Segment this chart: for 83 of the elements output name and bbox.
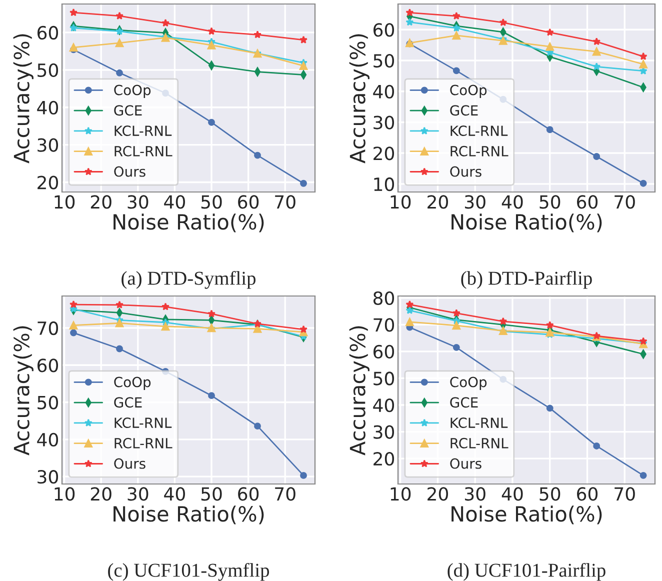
legend-label: Ours [450, 458, 482, 469]
y-tick-label: 20 [374, 452, 394, 466]
y-tick-label: 50 [38, 396, 58, 410]
legend-label: GCE [450, 397, 478, 408]
x-tick-label: 40 [502, 195, 523, 209]
y-axis-title: Accuracy(%) [13, 34, 34, 164]
x-tick-label: 50 [201, 195, 222, 209]
y-axis-title: Accuracy(%) [13, 326, 34, 456]
y-tick-label: 60 [38, 358, 58, 372]
legend-label: Ours [450, 166, 482, 177]
legend-label: GCE [114, 397, 142, 408]
x-tick-label: 30 [464, 195, 486, 209]
x-tick-label: 70 [275, 195, 296, 209]
x-tick-label: 30 [128, 487, 148, 501]
x-tick-label: 30 [128, 195, 148, 209]
y-tick-label: 10 [374, 177, 394, 192]
x-tick-label: 50 [540, 487, 560, 501]
x-axis-title: Noise Ratio(%) [114, 506, 264, 524]
y-tick-label: 50 [374, 372, 394, 386]
x-tick-label: 60 [238, 487, 259, 501]
x-tick-label: 70 [614, 487, 635, 501]
y-tick-label: 30 [38, 470, 58, 484]
y-tick-label: 30 [374, 116, 394, 130]
text: (c) UCF101-Symflip [108, 562, 270, 581]
legend-label: RCL-RNL [114, 146, 172, 156]
y-axis-title: Accuracy(%) [349, 326, 370, 456]
x-tick-label: 10 [54, 195, 75, 209]
x-tick-label: 60 [577, 487, 598, 501]
text: (d) UCF101-Pairflip [448, 562, 606, 581]
x-tick-label: 30 [464, 487, 486, 501]
x-tick-label: 20 [428, 487, 448, 501]
x-tick-label: 50 [540, 195, 560, 209]
legend-label: CoOp [450, 376, 487, 390]
y-tick-label: 50 [374, 54, 394, 68]
legend-label: KCL-RNL [450, 126, 508, 136]
legend-label: RCL-RNL [450, 438, 508, 448]
x-tick-label: 60 [238, 195, 259, 209]
legend-label: KCL-RNL [114, 126, 172, 136]
x-tick-label: 60 [577, 195, 598, 209]
y-tick-label: 50 [38, 63, 58, 78]
legend-label: KCL-RNL [450, 418, 508, 428]
text: (a) DTD-Symflip [122, 270, 256, 289]
x-axis-title: Noise Ratio(%) [452, 506, 602, 524]
y-tick-label: 40 [373, 84, 394, 98]
y-tick-label: 30 [38, 138, 58, 152]
x-tick-label: 40 [502, 487, 523, 501]
y-tick-label: 70 [38, 321, 58, 336]
x-tick-label: 40 [164, 195, 185, 209]
legend-label: Ours [114, 458, 146, 469]
legend-label: CoOp [114, 376, 151, 390]
x-axis-title: Noise Ratio(%) [452, 214, 602, 232]
x-tick-label: 70 [275, 487, 296, 501]
y-axis-title: Accuracy(%) [349, 34, 370, 164]
x-tick-label: 20 [90, 487, 112, 501]
y-tick-label: 20 [38, 176, 58, 190]
x-tick-label: 10 [390, 195, 411, 209]
x-tick-label: 10 [54, 487, 75, 501]
y-tick-label: 40 [37, 432, 58, 447]
y-tick-label: 30 [374, 425, 394, 439]
y-tick-label: 40 [37, 100, 58, 114]
y-tick-label: 60 [374, 344, 394, 359]
legend-label: KCL-RNL [114, 418, 172, 428]
x-axis-title: Noise Ratio(%) [114, 214, 264, 232]
y-tick-label: 60 [38, 26, 58, 40]
x-tick-label: 40 [164, 487, 185, 501]
legend-label: RCL-RNL [450, 146, 508, 156]
x-tick-label: 20 [428, 195, 448, 209]
legend-label: CoOp [114, 84, 151, 98]
legend-label: GCE [114, 105, 142, 116]
y-tick-label: 60 [374, 23, 394, 37]
legend-label: GCE [450, 105, 478, 116]
legend-label: CoOp [450, 84, 487, 98]
x-tick-label: 10 [390, 487, 411, 501]
legend-label: RCL-RNL [114, 438, 172, 448]
x-tick-label: 70 [614, 195, 635, 209]
y-tick-label: 40 [373, 398, 394, 412]
y-tick-label: 70 [374, 318, 394, 332]
x-tick-label: 20 [90, 195, 112, 209]
x-tick-label: 50 [201, 487, 222, 501]
legend-label: Ours [114, 166, 146, 177]
text: (b) DTD-Pairflip [461, 270, 592, 289]
y-tick-label: 20 [374, 146, 394, 160]
y-tick-label: 80 [373, 291, 394, 305]
